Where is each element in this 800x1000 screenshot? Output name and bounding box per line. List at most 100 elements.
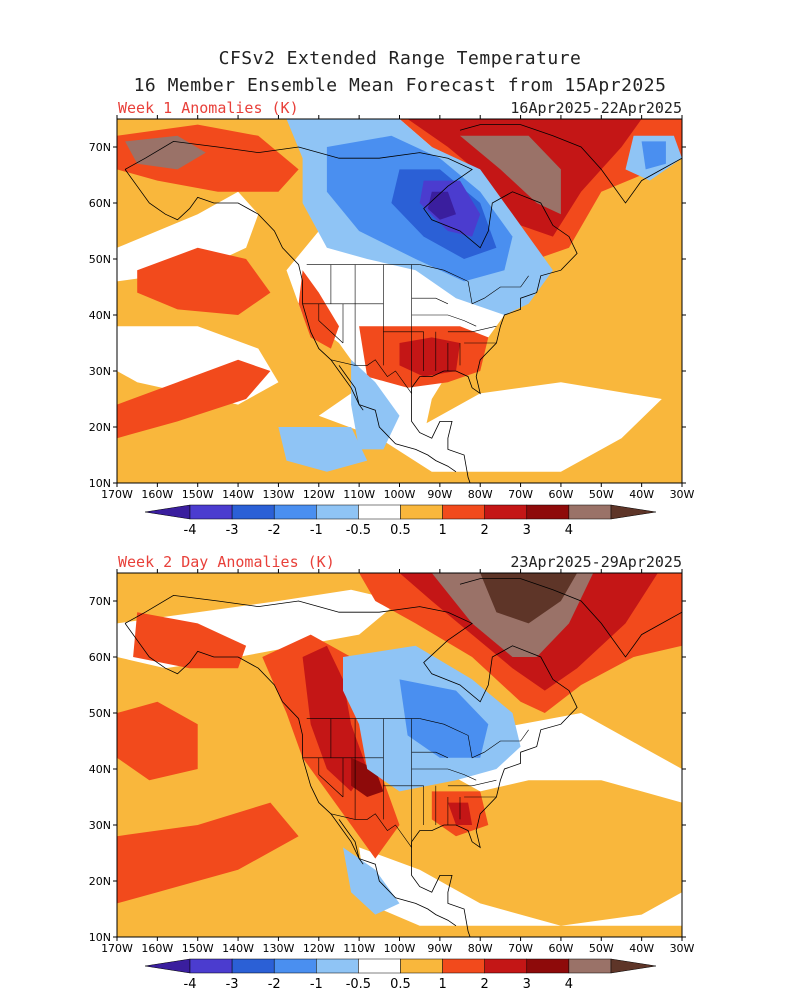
lon-label-160W: 160W xyxy=(141,942,173,955)
lat-label-70N: 70N xyxy=(89,141,111,154)
lon-label-30W: 30W xyxy=(670,942,695,955)
coastline-2 xyxy=(338,819,364,865)
colorbar-swatch-8 xyxy=(484,958,528,974)
colorbar-swatch-10 xyxy=(568,504,612,520)
colorbar-label-5: 0.5 xyxy=(390,523,411,538)
lat-label-10N: 10N xyxy=(89,931,111,944)
anomaly-region-21 xyxy=(351,359,400,450)
lat-label-40N: 40N xyxy=(89,309,111,322)
colorbar-swatch-2 xyxy=(231,504,275,520)
lon-label-80W: 80W xyxy=(468,488,493,501)
state-border-18 xyxy=(330,359,412,394)
anomaly-field xyxy=(117,119,682,483)
lat-label-50N: 50N xyxy=(89,253,111,266)
lon-label-100W: 100W xyxy=(384,942,416,955)
state-border-17 xyxy=(447,325,497,333)
colorbar-label-6: 1 xyxy=(438,977,446,992)
colorbar-label-4: -0.5 xyxy=(346,977,371,992)
colorbar-swatch-4 xyxy=(316,504,359,520)
lon-label-110W: 110W xyxy=(343,488,375,501)
colorbar-swatch-3 xyxy=(273,504,317,520)
coastline-3 xyxy=(459,124,682,204)
anomaly-region-3 xyxy=(359,847,682,926)
lon-label-30W: 30W xyxy=(670,488,695,501)
colorbar-swatch-8 xyxy=(484,504,528,520)
lat-label-20N: 20N xyxy=(89,421,111,434)
colorbar: -4 -3 -2 -1 -0.5 0.5 1 2 3 4 xyxy=(144,958,657,992)
colorbar-swatch-7 xyxy=(442,958,485,974)
chart-title-line2: 16 Member Ensemble Mean Forecast from 15… xyxy=(133,75,667,96)
anomaly-region-13 xyxy=(125,135,206,170)
anomaly-region-17 xyxy=(399,679,489,758)
colorbar-swatch-3 xyxy=(273,958,317,974)
anomaly-region-6 xyxy=(117,359,271,439)
colorbar-label-8: 3 xyxy=(523,523,531,538)
colorbar-label-8: 3 xyxy=(523,977,531,992)
colorbar-swatch-2 xyxy=(231,958,275,974)
lon-label-70W: 70W xyxy=(508,942,533,955)
panel1-label: Week 1 Anomalies (K) xyxy=(118,99,299,117)
state-border-17 xyxy=(447,779,497,787)
colorbar-label-5: 0.5 xyxy=(390,977,411,992)
lat-label-20N: 20N xyxy=(89,875,111,888)
state-border-1 xyxy=(419,264,529,305)
lon-label-140W: 140W xyxy=(222,488,254,501)
state-border-1 xyxy=(419,718,529,759)
colorbar: -4 -3 -2 -1 -0.5 0.5 1 2 3 4 xyxy=(144,504,657,538)
colorbar-label-9: 4 xyxy=(565,977,573,992)
lat-label-70N: 70N xyxy=(89,595,111,608)
lon-label-150W: 150W xyxy=(182,942,214,955)
state-border-15 xyxy=(411,297,449,305)
colorbar-label-2: -2 xyxy=(268,523,281,538)
lon-label-90W: 90W xyxy=(427,488,452,501)
anomaly-region-3 xyxy=(318,382,662,472)
lon-label-80W: 80W xyxy=(468,942,493,955)
anomaly-region-9 xyxy=(351,757,384,797)
anomaly-region-18 xyxy=(343,847,400,915)
lon-label-120W: 120W xyxy=(303,488,335,501)
coastline-3 xyxy=(459,578,682,658)
chart-title-line1: CFSv2 Extended Range Temperature xyxy=(218,48,582,69)
anomaly-field xyxy=(117,573,682,937)
lat-label-30N: 30N xyxy=(89,365,111,378)
lon-label-50W: 50W xyxy=(589,488,614,501)
anomaly-region-12 xyxy=(460,135,561,215)
colorbar-label-1: -3 xyxy=(226,977,239,992)
anomaly-region-6 xyxy=(117,802,299,904)
colorbar-label-4: -0.5 xyxy=(346,523,371,538)
lon-label-70W: 70W xyxy=(508,488,533,501)
colorbar-max-arrow xyxy=(610,504,657,520)
state-border-14 xyxy=(411,768,477,781)
colorbar-swatch-7 xyxy=(442,504,485,520)
anomaly-region-15 xyxy=(480,573,578,624)
lat-label-10N: 10N xyxy=(89,477,111,490)
lon-label-130W: 130W xyxy=(262,942,294,955)
colorbar-swatch-6 xyxy=(400,504,443,520)
state-border-7 xyxy=(318,757,344,798)
lat-label-40N: 40N xyxy=(89,763,111,776)
colorbar-label-7: 2 xyxy=(481,523,489,538)
colorbar-swatch-1 xyxy=(189,504,233,520)
lon-label-160W: 160W xyxy=(141,488,173,501)
state-border-14 xyxy=(411,314,477,327)
colorbar-max-arrow xyxy=(610,958,657,974)
colorbar-min-arrow xyxy=(144,504,191,520)
colorbar-swatch-1 xyxy=(189,958,233,974)
lon-label-60W: 60W xyxy=(548,942,573,955)
coastline-0 xyxy=(124,594,578,937)
lat-label-60N: 60N xyxy=(89,651,111,664)
lon-label-130W: 130W xyxy=(262,488,294,501)
lon-label-40W: 40W xyxy=(629,942,654,955)
lon-label-170W: 170W xyxy=(101,942,133,955)
lat-label-60N: 60N xyxy=(89,197,111,210)
lon-label-50W: 50W xyxy=(589,942,614,955)
lon-label-100W: 100W xyxy=(384,488,416,501)
lon-label-120W: 120W xyxy=(303,942,335,955)
lon-label-140W: 140W xyxy=(222,942,254,955)
anomaly-region-1 xyxy=(117,191,259,282)
anomaly-region-5 xyxy=(137,247,271,315)
colorbar-label-6: 1 xyxy=(438,523,446,538)
anomaly-region-22 xyxy=(278,427,368,472)
colorbar-label-0: -4 xyxy=(184,977,197,992)
